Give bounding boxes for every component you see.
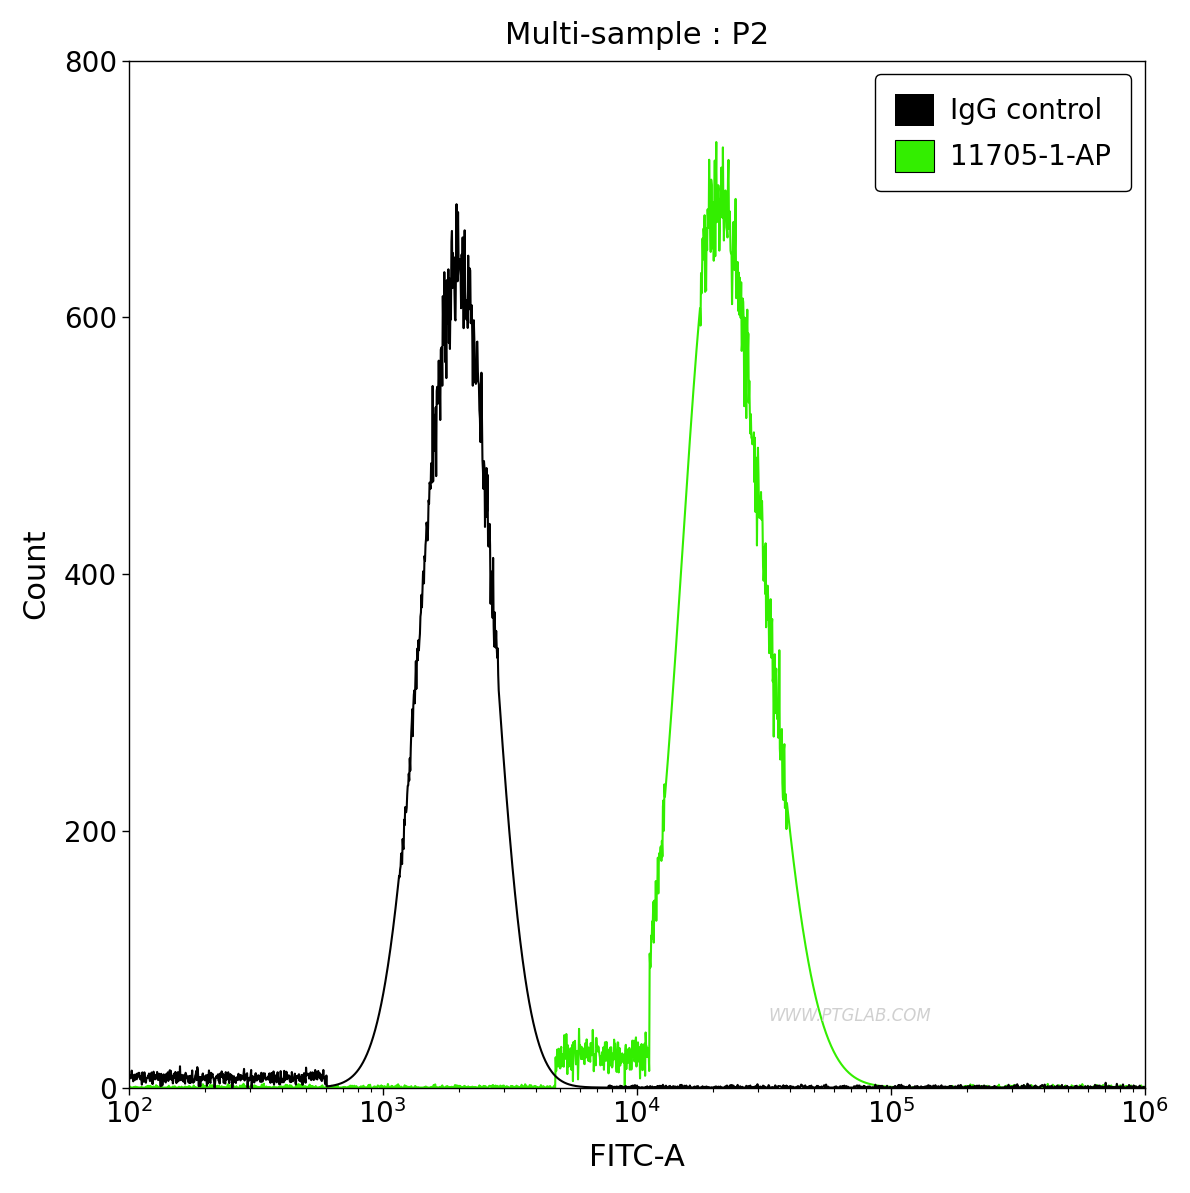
Title: Multi-sample : P2: Multi-sample : P2 xyxy=(505,20,769,50)
Legend: IgG control, 11705-1-AP: IgG control, 11705-1-AP xyxy=(876,74,1130,191)
Text: WWW.PTGLAB.COM: WWW.PTGLAB.COM xyxy=(769,1007,932,1025)
Y-axis label: Count: Count xyxy=(21,528,50,619)
X-axis label: FITC-A: FITC-A xyxy=(589,1143,684,1173)
